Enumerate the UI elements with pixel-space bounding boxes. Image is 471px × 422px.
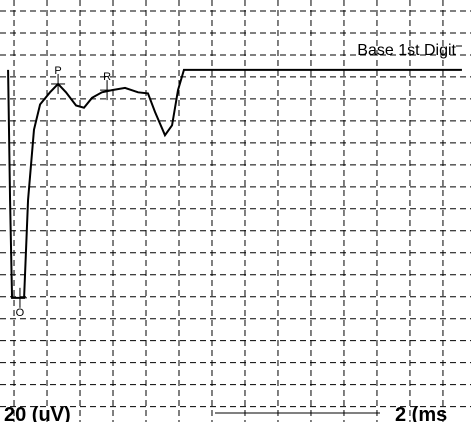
cursor-label: R [103,71,111,83]
cursor-label: O [16,307,25,319]
chart-title: Base 1st Digit [357,42,456,59]
y-scale-label: 20 (uV) [4,404,71,422]
trace [7,68,462,299]
cursor-label: P [54,65,61,77]
x-scale-label: 2 (ms [395,404,447,422]
